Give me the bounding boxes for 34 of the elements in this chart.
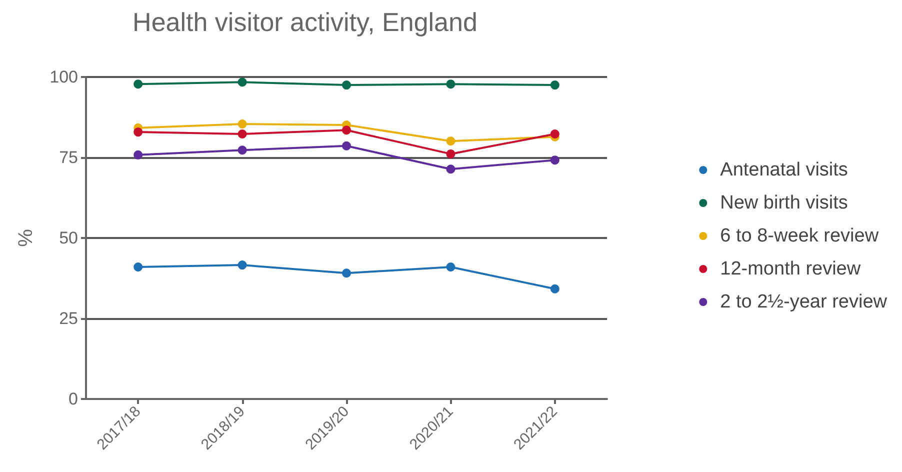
point (550, 156, 560, 165)
point (446, 149, 456, 158)
point (550, 284, 560, 294)
point (238, 260, 247, 270)
legend-label: 2 to 2½-year review (720, 292, 888, 312)
point (238, 78, 247, 87)
point (238, 146, 247, 155)
point (238, 120, 247, 129)
point (342, 268, 351, 278)
point (134, 80, 143, 89)
y-tick-label: 75 (59, 148, 78, 167)
point (342, 126, 351, 135)
y-tick-label: 50 (59, 228, 78, 248)
legend-label: 12-month review (720, 258, 861, 280)
y-tick-label: 100 (50, 68, 78, 86)
point (134, 128, 143, 137)
point (238, 129, 247, 138)
chart-title: Health visitor activity, England (132, 7, 478, 37)
point (342, 141, 351, 150)
point (446, 136, 456, 146)
point (134, 262, 143, 272)
point (446, 80, 456, 89)
point (446, 164, 456, 174)
legend-label: Antenatal visits (720, 160, 848, 180)
legend-label: 6 to 8-week review (720, 226, 879, 246)
point (342, 80, 351, 90)
y-tick-label: 0 (68, 390, 78, 408)
point (550, 80, 560, 90)
y-axis-title: % (15, 228, 37, 247)
point (134, 150, 143, 160)
y-tick-label: 25 (59, 309, 78, 328)
point (446, 262, 456, 272)
point (550, 129, 560, 138)
legend-label: New birth visits (720, 192, 848, 214)
